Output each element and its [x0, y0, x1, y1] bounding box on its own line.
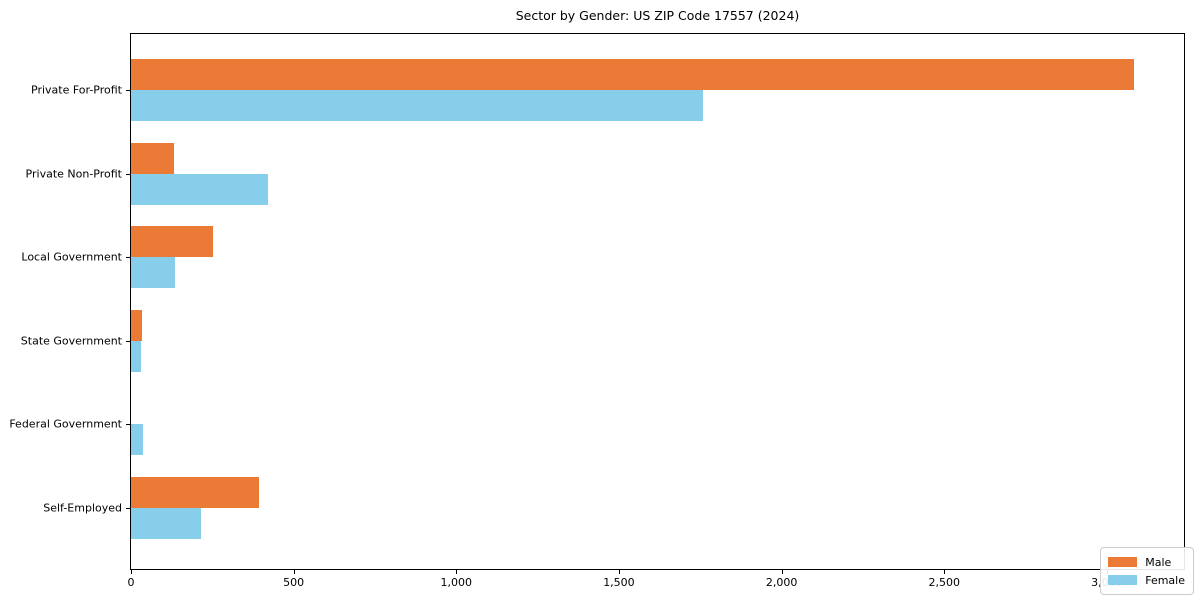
bar-female-self-employed	[131, 508, 201, 539]
legend-swatch-male	[1108, 557, 1138, 567]
x-tick-label-2500: 2,500	[928, 576, 961, 589]
bar-female-private-non-profit	[131, 173, 268, 205]
y-tick-label-federal-government: Federal Government	[9, 417, 122, 431]
x-tick-label-2000: 2,000	[765, 576, 798, 589]
plot-area	[130, 33, 1185, 570]
bar-female-private-for-profit	[131, 90, 703, 121]
bar-female-state-government	[131, 340, 141, 372]
bar-female-federal-government	[131, 424, 143, 456]
legend-label-female: Female	[1145, 573, 1185, 587]
x-tick-label-1000: 1,000	[440, 576, 473, 589]
y-tick-mark	[126, 508, 130, 509]
legend-label-male: Male	[1145, 555, 1172, 569]
y-tick-label-state-government: State Government	[20, 334, 122, 348]
y-tick-label-private-non-profit: Private Non-Profit	[25, 167, 122, 181]
y-tick-label-private-for-profit: Private For-Profit	[31, 83, 122, 97]
y-tick-mark	[126, 340, 130, 342]
x-tick-mark	[456, 570, 458, 574]
bar-male-private-for-profit	[131, 59, 1134, 90]
legend-swatch-female	[1108, 575, 1138, 585]
y-tick-mark	[126, 424, 130, 426]
y-tick-label-self-employed: Self-Employed	[43, 501, 122, 515]
y-tick-label-local-government: Local Government	[21, 250, 122, 264]
legend-entry-male: Male	[1108, 553, 1185, 571]
x-tick-mark	[618, 570, 620, 574]
chart-title: Sector by Gender: US ZIP Code 17557 (202…	[515, 8, 800, 23]
bar-male-self-employed	[131, 477, 259, 508]
x-tick-label-500: 500	[283, 576, 305, 589]
x-tick-mark	[944, 570, 946, 574]
x-tick-mark	[293, 570, 295, 574]
bar-male-state-government	[131, 309, 142, 341]
bar-male-local-government	[131, 226, 213, 258]
y-tick-mark	[126, 173, 130, 175]
bar-female-local-government	[131, 257, 175, 289]
x-tick-label-0: 0	[127, 576, 135, 589]
bar-male-private-non-profit	[131, 142, 174, 174]
x-tick-label-1500: 1,500	[603, 576, 635, 589]
y-tick-mark	[126, 90, 130, 91]
x-tick-mark	[781, 570, 783, 574]
legend: Male Female	[1100, 547, 1194, 595]
legend-entry-female: Female	[1108, 571, 1185, 589]
x-tick-mark	[131, 570, 132, 574]
y-tick-mark	[126, 257, 130, 259]
